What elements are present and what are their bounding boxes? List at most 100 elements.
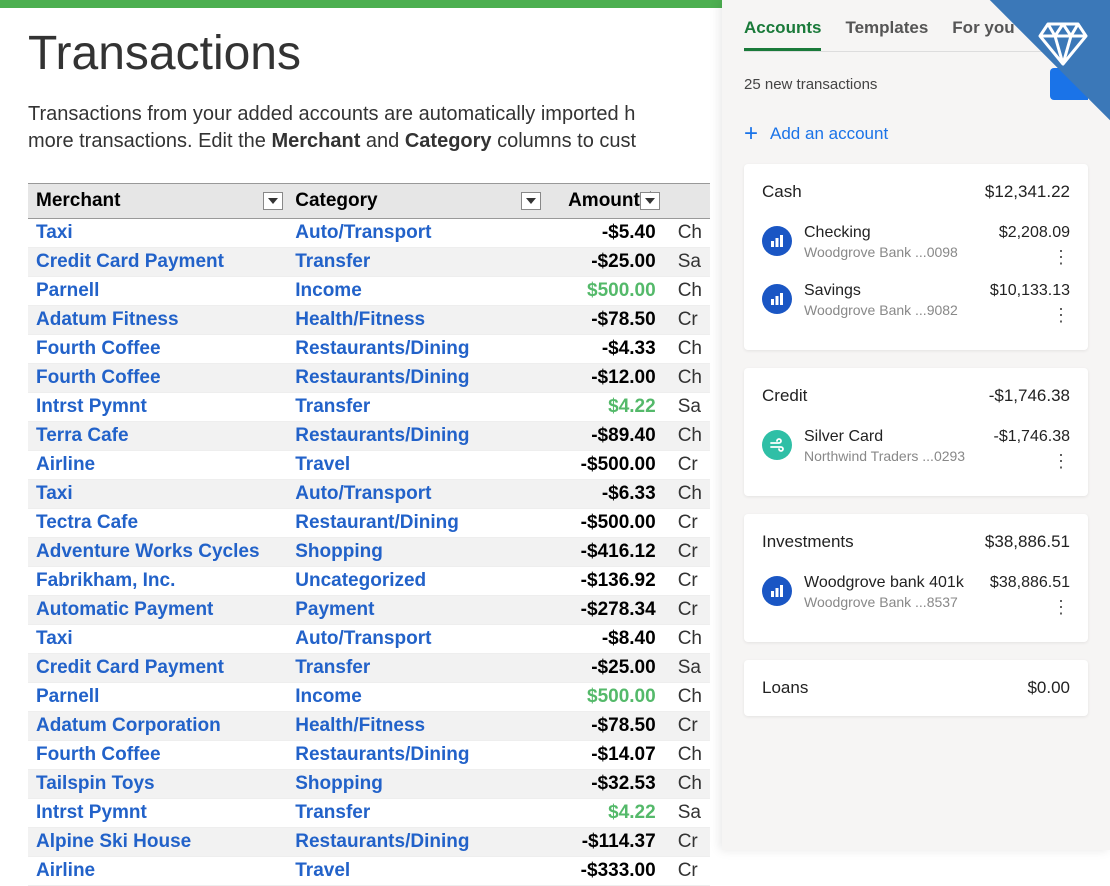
table-row[interactable]: Fabrikham, Inc.Uncategorized-$136.92Cr: [28, 567, 710, 596]
table-row[interactable]: AirlineTravel-$333.00Cr: [28, 857, 710, 886]
cell-merchant[interactable]: Tectra Cafe: [28, 509, 287, 538]
account-more-icon[interactable]: ⋮: [990, 598, 1070, 616]
cell-category[interactable]: Auto/Transport: [287, 625, 544, 654]
cell-merchant[interactable]: Credit Card Payment: [28, 248, 287, 277]
cell-merchant[interactable]: Fabrikham, Inc.: [28, 567, 287, 596]
cell-merchant[interactable]: Parnell: [28, 277, 287, 306]
cell-merchant[interactable]: Adatum Corporation: [28, 712, 287, 741]
table-row[interactable]: Adventure Works CyclesShopping-$416.12Cr: [28, 538, 710, 567]
cell-merchant[interactable]: Parnell: [28, 683, 287, 712]
cell-merchant[interactable]: Airline: [28, 857, 287, 886]
cell-merchant[interactable]: Automatic Payment: [28, 596, 287, 625]
account-more-icon[interactable]: ⋮: [999, 248, 1070, 266]
cell-category[interactable]: Restaurant/Dining: [287, 509, 544, 538]
table-row[interactable]: Adatum CorporationHealth/Fitness-$78.50C…: [28, 712, 710, 741]
cell-account-code: Cr: [664, 451, 710, 480]
cell-merchant[interactable]: Fourth Coffee: [28, 741, 287, 770]
panel-tabs: Accounts Templates For you: [744, 18, 1088, 52]
table-row[interactable]: AirlineTravel-$500.00Cr: [28, 451, 710, 480]
table-row[interactable]: ParnellIncome$500.00Ch: [28, 277, 710, 306]
cell-merchant[interactable]: Airline: [28, 451, 287, 480]
table-row[interactable]: Intrst PymntTransfer$4.22Sa: [28, 393, 710, 422]
cell-category[interactable]: Transfer: [287, 393, 544, 422]
cell-merchant[interactable]: Taxi: [28, 219, 287, 248]
col-category[interactable]: Category: [287, 184, 544, 219]
cell-category[interactable]: Restaurants/Dining: [287, 335, 544, 364]
cell-merchant[interactable]: Taxi: [28, 480, 287, 509]
cell-category[interactable]: Shopping: [287, 538, 544, 567]
table-row[interactable]: Fourth CoffeeRestaurants/Dining-$4.33Ch: [28, 335, 710, 364]
account-item[interactable]: CheckingWoodgrove Bank ...0098$2,208.09⋮: [762, 216, 1070, 274]
table-row[interactable]: Fourth CoffeeRestaurants/Dining-$14.07Ch: [28, 741, 710, 770]
cell-category[interactable]: Restaurants/Dining: [287, 828, 544, 857]
cell-merchant[interactable]: Adventure Works Cycles: [28, 538, 287, 567]
col-extra: [664, 184, 710, 219]
table-row[interactable]: Tailspin ToysShopping-$32.53Ch: [28, 770, 710, 799]
cell-category[interactable]: Shopping: [287, 770, 544, 799]
cell-merchant[interactable]: Alpine Ski House: [28, 828, 287, 857]
cell-merchant[interactable]: Fourth Coffee: [28, 364, 287, 393]
account-item[interactable]: SavingsWoodgrove Bank ...9082$10,133.13⋮: [762, 274, 1070, 332]
cell-category[interactable]: Income: [287, 683, 544, 712]
cell-category[interactable]: Auto/Transport: [287, 219, 544, 248]
account-more-icon[interactable]: ⋮: [993, 452, 1070, 470]
table-row[interactable]: TaxiAuto/Transport-$5.40Ch: [28, 219, 710, 248]
cell-merchant[interactable]: Credit Card Payment: [28, 654, 287, 683]
cell-merchant[interactable]: Terra Cafe: [28, 422, 287, 451]
table-row[interactable]: Intrst PymntTransfer$4.22Sa: [28, 799, 710, 828]
account-info: Woodgrove bank 401kWoodgrove Bank ...853…: [804, 574, 978, 610]
cell-merchant[interactable]: Taxi: [28, 625, 287, 654]
cell-category[interactable]: Restaurants/Dining: [287, 741, 544, 770]
cell-category[interactable]: Transfer: [287, 799, 544, 828]
add-account-button[interactable]: + Add an account: [744, 114, 1088, 164]
sync-button[interactable]: [1050, 68, 1088, 100]
cell-amount: -$12.00: [545, 364, 664, 393]
desc-mid: and: [360, 130, 404, 152]
cell-account-code: Ch: [664, 422, 710, 451]
col-merchant[interactable]: Merchant: [28, 184, 287, 219]
cell-category[interactable]: Transfer: [287, 248, 544, 277]
cell-account-code: Cr: [664, 712, 710, 741]
cell-category[interactable]: Income: [287, 277, 544, 306]
table-row[interactable]: Automatic PaymentPayment-$278.34Cr: [28, 596, 710, 625]
table-row[interactable]: Credit Card PaymentTransfer-$25.00Sa: [28, 248, 710, 277]
cell-merchant[interactable]: Intrst Pymnt: [28, 393, 287, 422]
account-name: Silver Card: [804, 428, 981, 446]
account-item[interactable]: Silver CardNorthwind Traders ...0293-$1,…: [762, 420, 1070, 478]
cell-category[interactable]: Payment: [287, 596, 544, 625]
account-right: $38,886.51⋮: [990, 574, 1070, 616]
group-total: $0.00: [1027, 678, 1070, 698]
cell-category[interactable]: Restaurants/Dining: [287, 364, 544, 393]
table-row[interactable]: TaxiAuto/Transport-$6.33Ch: [28, 480, 710, 509]
table-row[interactable]: Credit Card PaymentTransfer-$25.00Sa: [28, 654, 710, 683]
table-row[interactable]: Adatum FitnessHealth/Fitness-$78.50Cr: [28, 306, 710, 335]
cell-category[interactable]: Auto/Transport: [287, 480, 544, 509]
table-row[interactable]: TaxiAuto/Transport-$8.40Ch: [28, 625, 710, 654]
col-merchant-label: Merchant: [36, 190, 120, 211]
cell-merchant[interactable]: Intrst Pymnt: [28, 799, 287, 828]
tab-templates[interactable]: Templates: [845, 18, 928, 51]
account-item[interactable]: Woodgrove bank 401kWoodgrove Bank ...853…: [762, 566, 1070, 624]
cell-category[interactable]: Restaurants/Dining: [287, 422, 544, 451]
cell-category[interactable]: Uncategorized: [287, 567, 544, 596]
filter-amount-icon[interactable]: [640, 192, 660, 210]
account-more-icon[interactable]: ⋮: [990, 306, 1070, 324]
table-row[interactable]: Alpine Ski HouseRestaurants/Dining-$114.…: [28, 828, 710, 857]
table-row[interactable]: Terra CafeRestaurants/Dining-$89.40Ch: [28, 422, 710, 451]
cell-category[interactable]: Health/Fitness: [287, 306, 544, 335]
cell-merchant[interactable]: Tailspin Toys: [28, 770, 287, 799]
tab-for-you[interactable]: For you: [952, 18, 1014, 51]
filter-merchant-icon[interactable]: [263, 192, 283, 210]
cell-category[interactable]: Health/Fitness: [287, 712, 544, 741]
cell-category[interactable]: Transfer: [287, 654, 544, 683]
table-row[interactable]: ParnellIncome$500.00Ch: [28, 683, 710, 712]
col-amount[interactable]: Amount $: [545, 184, 664, 219]
table-row[interactable]: Fourth CoffeeRestaurants/Dining-$12.00Ch: [28, 364, 710, 393]
cell-category[interactable]: Travel: [287, 857, 544, 886]
cell-merchant[interactable]: Adatum Fitness: [28, 306, 287, 335]
table-row[interactable]: Tectra CafeRestaurant/Dining-$500.00Cr: [28, 509, 710, 538]
filter-category-icon[interactable]: [521, 192, 541, 210]
tab-accounts[interactable]: Accounts: [744, 18, 821, 51]
cell-merchant[interactable]: Fourth Coffee: [28, 335, 287, 364]
cell-category[interactable]: Travel: [287, 451, 544, 480]
